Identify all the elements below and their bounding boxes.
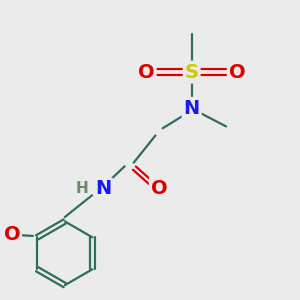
Text: O: O	[138, 63, 155, 82]
Text: O: O	[229, 63, 245, 82]
Text: N: N	[184, 99, 200, 118]
Text: S: S	[185, 63, 199, 82]
Text: N: N	[96, 178, 112, 198]
Text: H: H	[76, 181, 89, 196]
Text: O: O	[4, 225, 20, 244]
Text: O: O	[151, 178, 167, 198]
